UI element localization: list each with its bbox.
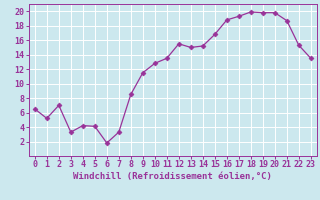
X-axis label: Windchill (Refroidissement éolien,°C): Windchill (Refroidissement éolien,°C) — [73, 172, 272, 181]
